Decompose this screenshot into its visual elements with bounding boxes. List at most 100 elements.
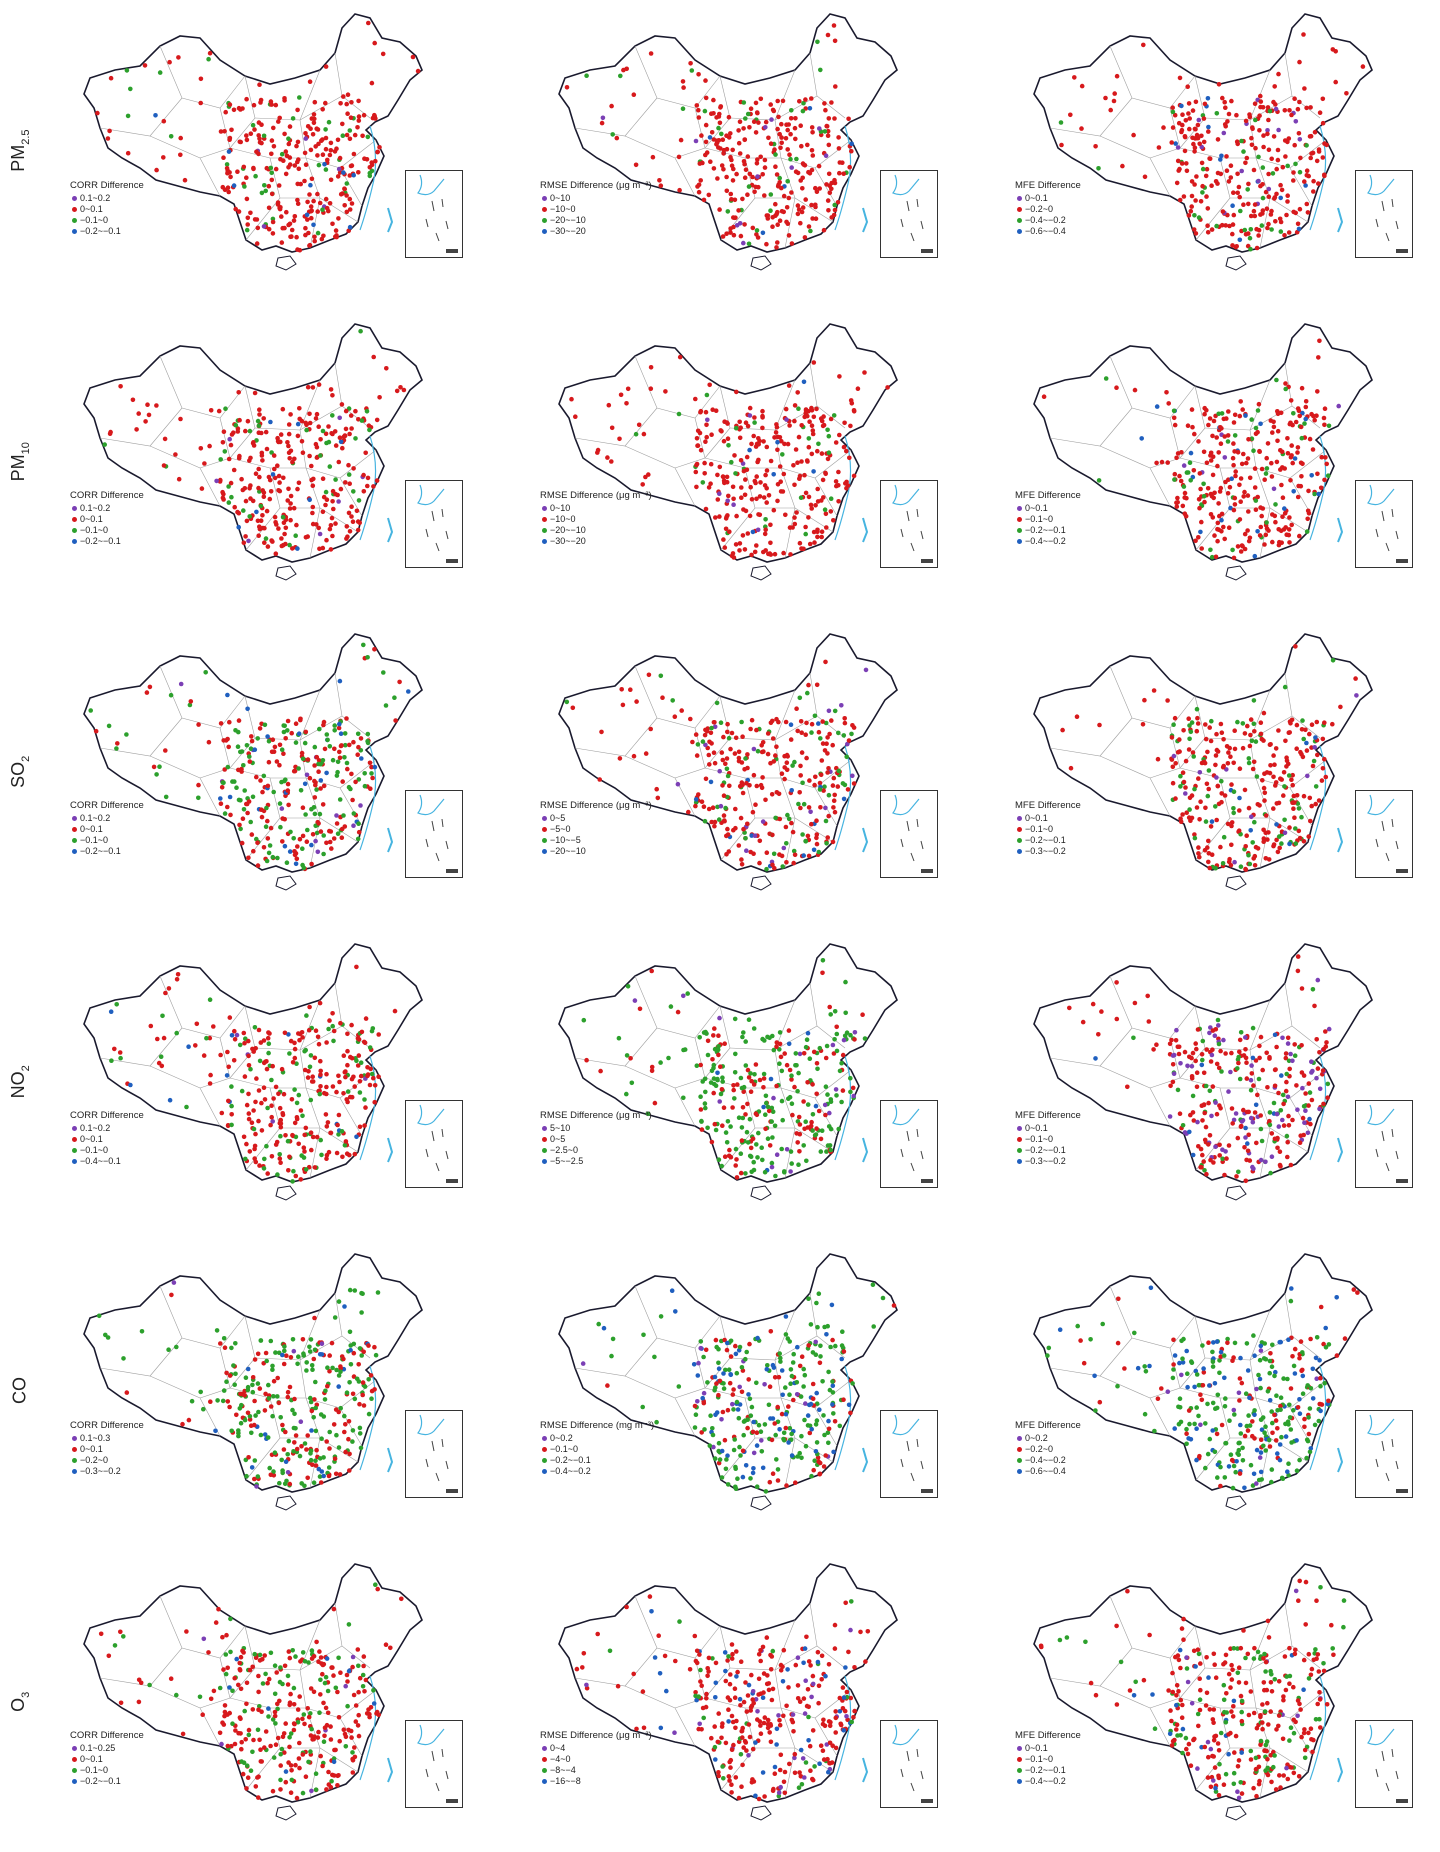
station-dot [746, 1075, 752, 1080]
station-dot [636, 422, 642, 428]
station-dot [326, 119, 332, 125]
station-dot [786, 233, 792, 238]
station-dot [778, 1054, 784, 1060]
station-dot [1206, 859, 1211, 865]
station-dot [1290, 800, 1295, 805]
station-dot [1302, 179, 1307, 184]
station-dot [356, 498, 362, 503]
station-dot [803, 1401, 808, 1406]
station-dot [1283, 1055, 1289, 1061]
station-dot [806, 169, 811, 175]
station-dot [1114, 73, 1120, 79]
station-dot [1213, 865, 1218, 871]
station-dot [1172, 422, 1178, 428]
station-dot [343, 1422, 348, 1427]
station-dot [1187, 807, 1192, 812]
station-dot [797, 695, 803, 701]
legend-item: −0.4~−0.2 [1015, 536, 1081, 547]
station-dot [822, 507, 828, 512]
station-dot [257, 1386, 263, 1391]
station-dot [792, 852, 798, 858]
station-dot [1176, 1044, 1182, 1050]
station-dot [801, 100, 806, 106]
station-dot [291, 1449, 296, 1454]
station-dot [1286, 1058, 1292, 1064]
station-dot [1068, 112, 1073, 118]
legend-label: −20~−10 [550, 215, 586, 225]
station-dot [307, 79, 313, 84]
station-dot [326, 1026, 331, 1032]
station-dot [264, 508, 270, 514]
legend: CORR Difference 0.1~0.2 0~0.1 −0.1~0 −0.2~−0… [70, 180, 144, 237]
china-map [558, 1253, 898, 1511]
province-border [704, 767, 756, 861]
station-dot [1288, 1051, 1293, 1057]
station-dot [198, 76, 204, 82]
station-dot [788, 1169, 793, 1174]
station-dot [259, 814, 265, 820]
station-dot [300, 1337, 306, 1342]
species-name: CO [9, 1377, 30, 1404]
station-dot [344, 101, 350, 107]
station-dot [1230, 243, 1235, 248]
station-dot [792, 418, 797, 424]
station-dot [1187, 460, 1193, 465]
station-dot [1308, 818, 1313, 824]
station-dot [1228, 863, 1234, 868]
station-dot [722, 1437, 728, 1443]
station-dot [764, 468, 770, 473]
station-dot [832, 1037, 837, 1042]
station-dot [1185, 1063, 1190, 1069]
station-dot [1261, 133, 1266, 138]
station-dot [1232, 728, 1237, 733]
station-dot [786, 383, 792, 388]
station-dot [340, 1154, 345, 1160]
station-dot [1206, 1100, 1211, 1106]
station-dot [273, 1142, 279, 1147]
station-dot [1296, 806, 1302, 811]
station-dot [1265, 105, 1271, 110]
station-dot [739, 1125, 745, 1130]
station-dot [1247, 112, 1252, 117]
station-dot [749, 441, 754, 447]
station-dot [614, 135, 620, 141]
station-dot [1316, 355, 1321, 360]
station-dot [1252, 729, 1257, 734]
station-dot [300, 756, 306, 762]
station-dot [783, 1332, 789, 1337]
station-dot [1271, 1100, 1277, 1106]
station-dot [373, 158, 378, 164]
station-dot [1202, 411, 1207, 417]
station-dot [380, 51, 386, 57]
station-dot [1305, 508, 1311, 514]
station-dot [1200, 1038, 1206, 1044]
legend-item: −0.2~−0.1 [70, 226, 144, 237]
station-dot [741, 100, 747, 105]
station-dot [729, 157, 734, 163]
station-dot [1295, 968, 1301, 974]
station-dot [311, 198, 316, 204]
station-dot [798, 123, 803, 128]
station-dot [302, 1149, 307, 1154]
station-dot [1230, 231, 1235, 237]
station-dot [1276, 1090, 1281, 1096]
station-dot [348, 1362, 354, 1367]
station-dot [1312, 129, 1318, 135]
legend-label: 0.1~0.2 [80, 193, 111, 203]
station-dot [580, 1361, 586, 1366]
station-dot [303, 162, 309, 167]
station-dot [1226, 409, 1231, 414]
station-dot [249, 1430, 254, 1436]
station-dot [244, 227, 250, 233]
station-dot [243, 498, 249, 504]
station-dot [161, 463, 167, 468]
station-dot [344, 193, 349, 198]
station-dot [800, 832, 805, 837]
station-dot [323, 502, 328, 508]
station-dot [1164, 390, 1169, 395]
country-border [83, 1253, 423, 1493]
station-dot [1274, 1044, 1279, 1050]
station-dot [1235, 1135, 1241, 1141]
station-dot [218, 796, 223, 801]
station-dot [1227, 745, 1232, 751]
